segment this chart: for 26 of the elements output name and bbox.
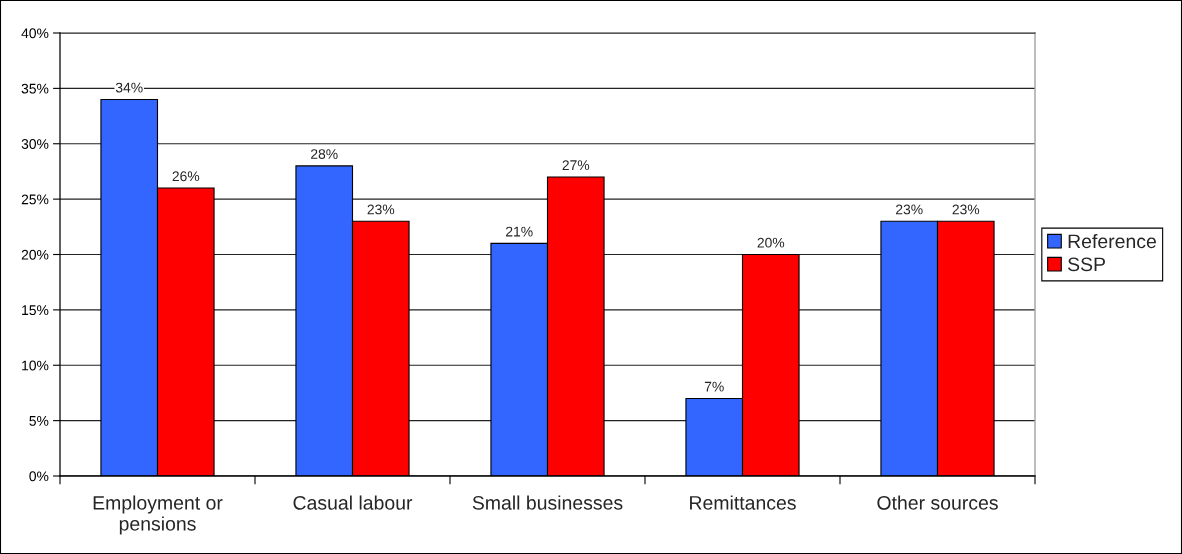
x-tick-label: Casual labour (293, 495, 413, 510)
y-tick-label: 30% (21, 139, 49, 149)
y-tick-label: 40% (21, 28, 49, 39)
y-tick-label: 25% (21, 194, 49, 205)
y-tick-label: 20% (21, 249, 49, 260)
x-tick-label: Small businesses (472, 495, 623, 510)
data-label: 34% (115, 82, 143, 93)
x-tick-label: Employment or pensions (93, 495, 223, 535)
x-tick-label: Remittances (690, 495, 796, 510)
data-label: 27% (562, 160, 590, 171)
data-label: 21% (506, 226, 533, 237)
data-label: 23% (367, 204, 395, 215)
y-tick-label: 5% (29, 416, 49, 426)
data-label: 7% (704, 381, 724, 392)
x-tick-label: Other sources (877, 495, 998, 510)
data-label: 26% (172, 171, 200, 182)
legend-label: SSP (1067, 257, 1105, 272)
data-label: 23% (896, 204, 923, 215)
y-tick-label: 0% (29, 471, 49, 482)
y-tick-label: 10% (22, 360, 49, 371)
y-tick-label: 15% (22, 305, 49, 316)
data-label: 20% (757, 237, 785, 248)
legend-label: Reference (1068, 233, 1156, 249)
data-label: 28% (311, 149, 338, 159)
data-label: 23% (952, 204, 980, 215)
y-tick-label: 35% (21, 83, 49, 94)
